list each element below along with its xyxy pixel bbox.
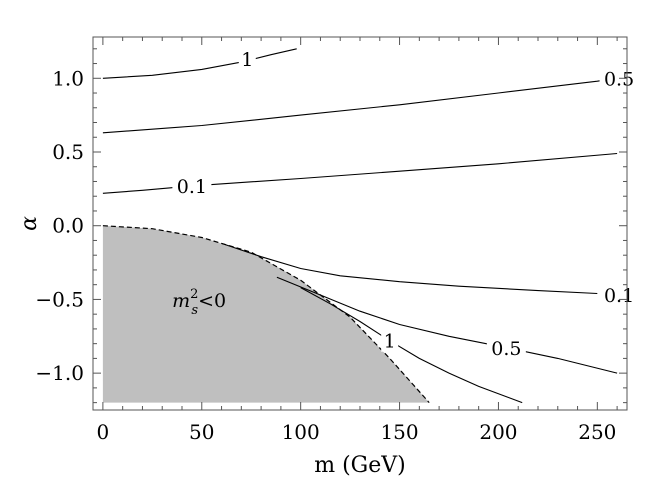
x-tick-label: 150 bbox=[380, 420, 418, 444]
contour-label-background bbox=[172, 174, 212, 197]
contour-label: 0.5 bbox=[604, 68, 634, 90]
x-tick-label: 50 bbox=[189, 420, 214, 444]
y-tick-label: 0.0 bbox=[52, 214, 84, 238]
contour-line bbox=[102, 48, 297, 79]
contour-label: 0.5 bbox=[491, 338, 521, 360]
contour-line bbox=[102, 77, 618, 134]
contour-line bbox=[221, 242, 598, 295]
shaded-region-boundary bbox=[102, 225, 430, 403]
x-tick-label: 250 bbox=[578, 420, 616, 444]
contour-label: 1 bbox=[241, 49, 253, 71]
y-tick-label: −1.0 bbox=[35, 361, 84, 385]
y-tick-label: 1.0 bbox=[52, 66, 84, 90]
contour-line bbox=[300, 287, 523, 404]
y-tick-label: 0.5 bbox=[52, 140, 84, 164]
x-axis-label: m (GeV) bbox=[314, 453, 406, 478]
x-tick-label: 0 bbox=[97, 420, 110, 444]
contour-label-background bbox=[238, 48, 256, 71]
shaded-region bbox=[102, 225, 430, 403]
contour-label: 0.1 bbox=[604, 285, 634, 307]
y-tick-label: −0.5 bbox=[35, 287, 84, 311]
contour-line bbox=[102, 152, 618, 194]
contour-label-background bbox=[381, 329, 399, 352]
contour-label: 1 bbox=[384, 331, 396, 353]
x-tick-label: 100 bbox=[282, 420, 320, 444]
contour-label-background bbox=[486, 337, 526, 360]
contour-label-background bbox=[599, 284, 639, 307]
shaded-region-label: m2 s<0 bbox=[172, 287, 226, 318]
ticks-layer: 0 50 100 150 200 250 1.0 0.5 0.0 −0.5 −1.0 bbox=[35, 37, 627, 444]
contour-line bbox=[276, 276, 618, 374]
y-axis-label: α bbox=[17, 216, 42, 231]
contour-label: 0.1 bbox=[177, 176, 207, 198]
x-tick-label: 200 bbox=[479, 420, 517, 444]
